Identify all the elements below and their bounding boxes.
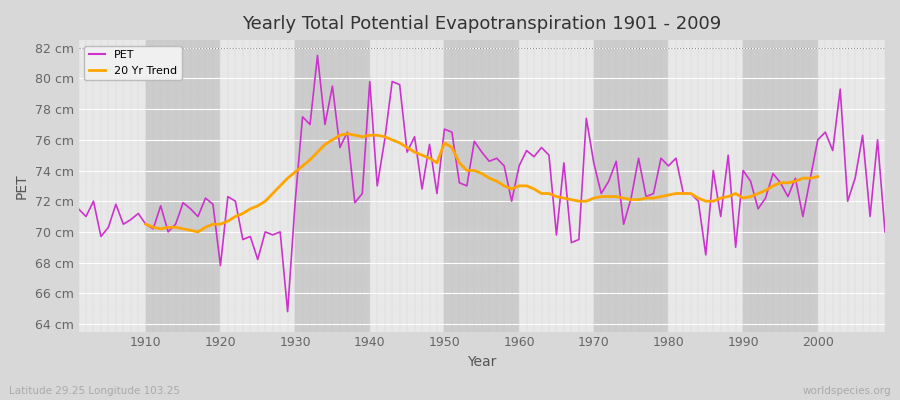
Text: worldspecies.org: worldspecies.org bbox=[803, 386, 891, 396]
Bar bbox=[594, 40, 669, 332]
Bar bbox=[445, 40, 519, 332]
Bar bbox=[818, 40, 893, 332]
Bar bbox=[146, 40, 220, 332]
Bar bbox=[295, 40, 370, 332]
Title: Yearly Total Potential Evapotranspiration 1901 - 2009: Yearly Total Potential Evapotranspiratio… bbox=[242, 15, 722, 33]
Text: Latitude 29.25 Longitude 103.25: Latitude 29.25 Longitude 103.25 bbox=[9, 386, 180, 396]
Bar bbox=[669, 40, 743, 332]
Bar bbox=[220, 40, 295, 332]
X-axis label: Year: Year bbox=[467, 355, 497, 369]
Y-axis label: PET: PET bbox=[15, 173, 29, 199]
Bar bbox=[370, 40, 445, 332]
Bar bbox=[519, 40, 594, 332]
Bar bbox=[743, 40, 818, 332]
Legend: PET, 20 Yr Trend: PET, 20 Yr Trend bbox=[84, 46, 182, 80]
Bar bbox=[71, 40, 146, 332]
